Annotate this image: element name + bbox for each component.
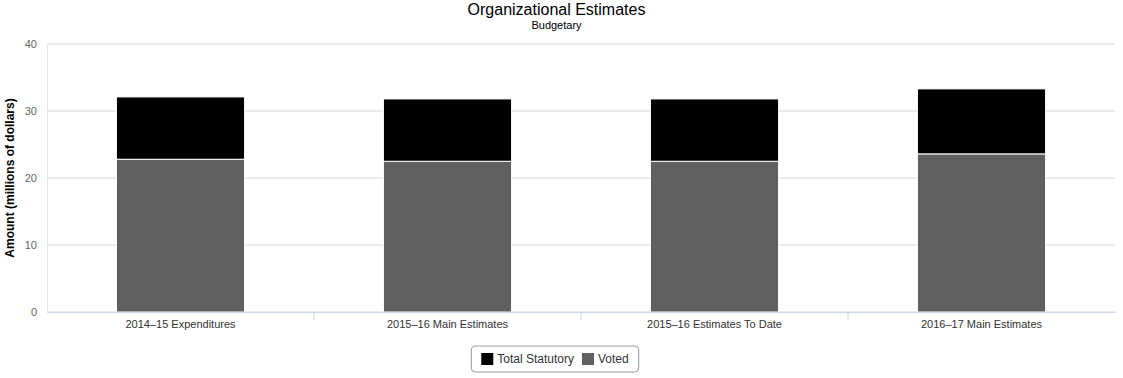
legend-swatch — [481, 353, 493, 365]
y-tick-label: 20 — [25, 172, 37, 184]
subtitle: Budgetary — [531, 19, 582, 31]
y-axis: 0 10 20 30 40 — [25, 38, 48, 318]
y-axis-line — [47, 45, 48, 313]
x-tick-label: 2014–15 Expenditures — [125, 318, 236, 330]
x-separator — [314, 312, 315, 320]
legend-label: Total Statutory — [497, 352, 574, 366]
y-tick-label: 40 — [25, 38, 37, 50]
x-tick-label: 2015–16 Estimates To Date — [647, 318, 782, 330]
bar — [116, 159, 244, 312]
title: Organizational Estimates — [468, 1, 646, 18]
y-tick: 20 — [25, 172, 47, 184]
x-tick: 2015–16 Estimates To Date — [647, 312, 782, 330]
y-tick: 40 — [25, 38, 47, 50]
x-axis: 2014–15 Expenditures 2015–16 Main Estimat… — [48, 312, 1116, 330]
y-axis-title: Amount (millions of dollars) — [3, 98, 17, 257]
bar — [650, 161, 778, 312]
y-tick-label: 30 — [25, 105, 37, 117]
y-tick-label: 0 — [31, 306, 37, 318]
bar — [383, 99, 511, 161]
grid-line — [47, 44, 1115, 45]
legend-label: Voted — [598, 352, 629, 366]
x-tick: 2015–16 Main Estimates — [387, 312, 509, 330]
bar — [917, 154, 1045, 312]
bar — [650, 99, 778, 161]
bars — [116, 89, 1045, 312]
y-tick-label: 10 — [25, 239, 37, 251]
x-separator — [581, 312, 582, 320]
y-tick: 30 — [25, 105, 47, 117]
x-tick-label: 2016–17 Main Estimates — [921, 318, 1043, 330]
y-tick: 0 — [31, 306, 47, 318]
legend-swatch — [582, 353, 594, 365]
bar — [116, 97, 244, 159]
legend: Total Statutory Voted — [471, 346, 638, 372]
x-tick: 2014–15 Expenditures — [125, 312, 236, 330]
x-tick-label: 2015–16 Main Estimates — [387, 318, 509, 330]
legend-box — [471, 346, 638, 372]
y-tick: 10 — [25, 239, 47, 251]
chart: Organizational EstimatesBudgetary 0 10 20 30… — [0, 0, 1123, 378]
bar — [917, 89, 1045, 154]
bar — [383, 161, 511, 312]
x-tick: 2016–17 Main Estimates — [921, 312, 1043, 330]
grid — [47, 44, 1115, 312]
plot: 0 10 20 30 40 2014–15 Expenditures 2015–16 Mai… — [25, 38, 1116, 330]
x-separator — [848, 312, 849, 320]
